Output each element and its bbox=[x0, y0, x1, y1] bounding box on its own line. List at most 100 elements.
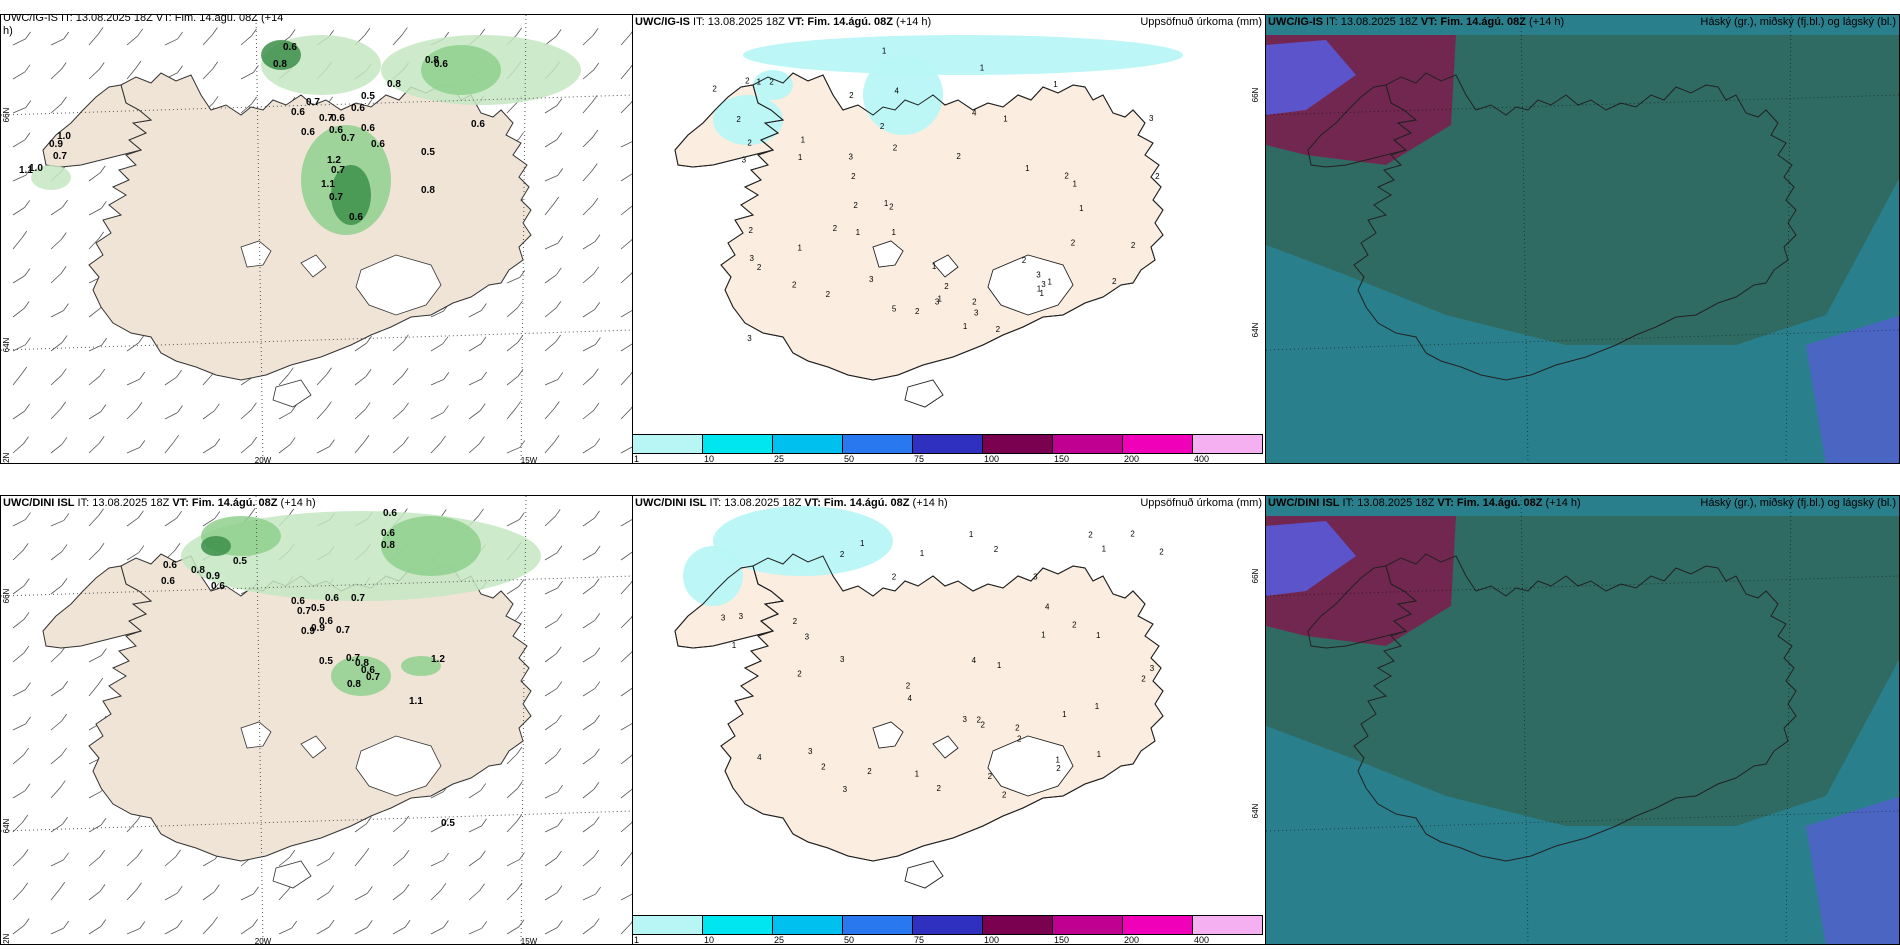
valid-time: VT: Fim. 14.ágú. 08Z bbox=[804, 497, 910, 509]
lat-line bbox=[1266, 810, 1899, 832]
wind-barb bbox=[12, 612, 30, 629]
precip-value-label: 2 bbox=[867, 767, 872, 776]
wind-barb bbox=[582, 681, 601, 697]
wind-barb bbox=[392, 849, 410, 867]
precip-value-label: 1 bbox=[1056, 756, 1061, 765]
precip-value-label: 0.8 bbox=[355, 658, 369, 669]
wind-barb bbox=[620, 238, 632, 250]
wind-barb bbox=[544, 435, 560, 454]
precip-value-label: 3 bbox=[721, 614, 726, 623]
wind-barb bbox=[12, 366, 28, 386]
precip-value-label: 1 bbox=[882, 46, 887, 55]
precip-value-label: 3 bbox=[935, 297, 940, 306]
wind-barb bbox=[468, 436, 485, 454]
wind-barb bbox=[392, 884, 410, 901]
wind-barb bbox=[50, 816, 68, 833]
iceland-outline bbox=[1353, 553, 1797, 862]
wind-barb bbox=[582, 918, 600, 935]
wind-barb bbox=[582, 163, 598, 182]
wind-barb bbox=[50, 713, 68, 731]
wind-barb bbox=[620, 650, 632, 663]
precip-value-label: 0.6 bbox=[301, 127, 315, 138]
wind-barb bbox=[468, 883, 485, 901]
wind-barb bbox=[12, 578, 30, 595]
wind-barb bbox=[620, 687, 632, 697]
wind-barb bbox=[354, 816, 372, 833]
wind-barb bbox=[50, 681, 68, 697]
wind-barb bbox=[392, 27, 408, 46]
lat-tick-label: 66N bbox=[2, 107, 11, 122]
iceland-landmass bbox=[720, 553, 1164, 862]
model-name: UWC/IG-IS bbox=[635, 16, 690, 28]
wind-barb bbox=[12, 783, 31, 799]
wind-barb bbox=[544, 920, 563, 935]
model-name: UWC/DINI ISL bbox=[3, 497, 75, 509]
wind-barb bbox=[12, 543, 29, 561]
wind-barb bbox=[506, 579, 525, 595]
precip-area bbox=[863, 55, 943, 135]
wind-barb bbox=[50, 199, 68, 216]
wind-barb bbox=[240, 402, 257, 420]
wind-barb bbox=[620, 851, 632, 867]
precip-value-label: 3 bbox=[840, 655, 845, 664]
colorbar-cell bbox=[1192, 434, 1263, 454]
wind-barb bbox=[582, 234, 601, 250]
precip-value-label: 0.5 bbox=[441, 818, 455, 829]
wind-barb bbox=[430, 435, 446, 454]
wind-barb bbox=[164, 434, 180, 454]
wind-barb bbox=[88, 677, 104, 697]
precip-value-label: 0.6 bbox=[349, 212, 363, 223]
wind-barb bbox=[278, 437, 296, 454]
wind-barb bbox=[468, 818, 487, 833]
precip-value-label: 1 bbox=[997, 661, 1002, 670]
glacier bbox=[300, 735, 327, 759]
colorbar-label: 100 bbox=[984, 454, 1000, 464]
wind-barb bbox=[316, 851, 335, 867]
precip-value-label: 2 bbox=[977, 715, 982, 724]
wind-barb bbox=[506, 512, 525, 527]
wind-barb bbox=[544, 580, 563, 595]
wind-barb bbox=[544, 267, 562, 284]
wind-barb bbox=[12, 436, 29, 454]
wind-barb bbox=[620, 551, 632, 561]
wind-barb bbox=[316, 439, 335, 454]
wind-barb bbox=[620, 723, 632, 731]
wind-barb bbox=[88, 849, 106, 867]
wind-barb bbox=[430, 405, 449, 420]
wind-barb bbox=[12, 882, 29, 901]
wind-barb bbox=[88, 648, 107, 663]
precip-value-label: 1.0 bbox=[29, 163, 43, 174]
wind-barb bbox=[506, 270, 526, 284]
precip-value-label: 2 bbox=[1141, 675, 1146, 684]
wind-barb bbox=[50, 303, 69, 318]
precip-value-label: 2 bbox=[826, 290, 831, 299]
precip-value-label: 2 bbox=[1022, 256, 1027, 265]
wind-barb bbox=[392, 368, 409, 386]
precip-shade bbox=[31, 165, 71, 190]
precip-value-label: 0.7 bbox=[331, 165, 345, 176]
glacier bbox=[904, 379, 944, 408]
wind-barb bbox=[544, 168, 564, 182]
precip-value-label: 1 bbox=[1097, 750, 1102, 759]
wind-barb bbox=[50, 335, 68, 352]
precip-shade bbox=[331, 165, 371, 225]
wind-barb bbox=[50, 544, 68, 561]
precip-value-label: 2 bbox=[936, 784, 941, 793]
colorbar-label: 10 bbox=[704, 454, 715, 464]
wind-barb bbox=[544, 401, 560, 420]
precip-value-label: 2 bbox=[906, 681, 911, 690]
precip-value-label: 1 bbox=[932, 262, 937, 271]
precip-value-label: 0.8 bbox=[191, 565, 205, 576]
precip-value-label: 1.0 bbox=[57, 131, 71, 142]
westfjords bbox=[674, 84, 785, 168]
wind-barb bbox=[620, 446, 632, 454]
precip-shade bbox=[401, 656, 441, 676]
precip-area bbox=[683, 546, 743, 606]
wind-barb bbox=[620, 31, 632, 46]
precip-value-label: 3 bbox=[974, 309, 979, 318]
wind-barb bbox=[430, 336, 449, 352]
wind-barb bbox=[12, 200, 31, 216]
colorbar-label: 1 bbox=[634, 454, 640, 464]
init-time: IT: 13.08.2025 18Z bbox=[706, 497, 805, 509]
wind-barb bbox=[12, 337, 31, 352]
